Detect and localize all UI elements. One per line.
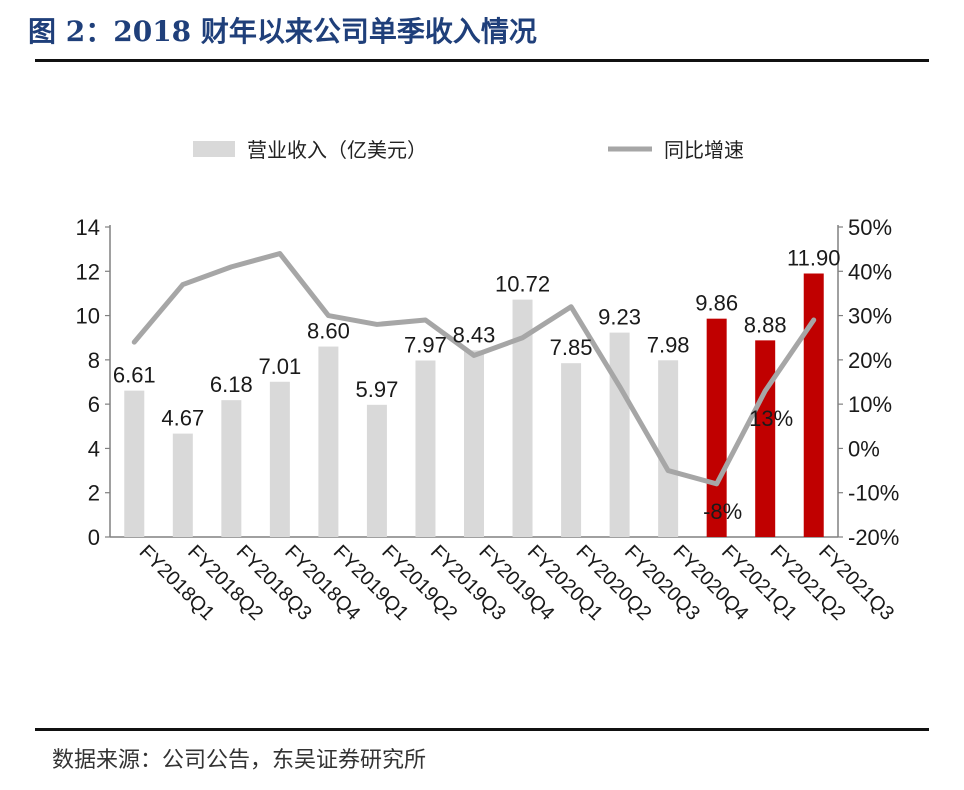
right-tick-label: 30% (848, 304, 892, 329)
bar (269, 381, 290, 537)
bar-value-label: 7.97 (404, 333, 447, 358)
left-tick-label: 10 (76, 304, 100, 329)
bar (366, 404, 387, 537)
bar (803, 273, 824, 537)
bar (124, 390, 145, 537)
right-tick-label: -20% (848, 525, 899, 550)
left-tick-label: 2 (88, 481, 100, 506)
left-tick-label: 0 (88, 525, 100, 550)
bar (464, 350, 484, 537)
bar-value-label: 8.60 (307, 319, 350, 344)
bar (172, 433, 193, 537)
growth-line (131, 251, 817, 487)
bar-value-label: 8.43 (453, 322, 496, 347)
left-tick-label: 12 (76, 259, 100, 284)
bar (415, 360, 436, 537)
right-tick-label: 10% (848, 392, 892, 417)
growth-value-label: 13% (749, 406, 793, 431)
bar-value-label: 7.98 (647, 332, 690, 357)
bar-value-label: 6.18 (210, 372, 253, 397)
legend-swatch-revenue (193, 141, 235, 157)
bar (221, 400, 242, 537)
bar-value-label: 7.85 (550, 335, 593, 360)
top-rule (35, 59, 929, 62)
right-tick-label: -10% (848, 481, 899, 506)
left-tick-label: 6 (88, 392, 100, 417)
bar-value-label: 4.67 (161, 406, 204, 431)
legend-label-growth: 同比增速 (664, 138, 744, 162)
bar-value-label: 6.61 (113, 363, 156, 388)
figure-title: 图 2：2018 财年以来公司单季收入情况 (28, 15, 537, 48)
growth-value-label: -8% (703, 499, 742, 524)
left-tick-label: 14 (76, 215, 100, 240)
source-note: 数据来源：公司公告，东吴证券研究所 (52, 748, 427, 773)
right-tick-label: 50% (848, 215, 892, 240)
bar-value-label: 7.01 (258, 354, 301, 379)
right-tick-label: 20% (848, 348, 892, 373)
bar-value-label: 8.88 (744, 312, 787, 337)
left-tick-label: 4 (88, 436, 100, 461)
bar (658, 360, 679, 537)
bar (512, 299, 533, 537)
bar-value-label: 9.23 (598, 305, 641, 330)
bar-value-label: 5.97 (356, 377, 399, 402)
bottom-rule (35, 728, 929, 731)
bar-value-label: 10.72 (495, 272, 550, 297)
legend: 营业收入（亿美元） 同比增速 (193, 138, 744, 162)
bar (318, 346, 339, 537)
bar-value-label: 11.90 (787, 246, 840, 271)
bar (755, 340, 776, 537)
bar (561, 363, 582, 537)
plot-area: 0 2 4 6 8 10 12 14 -20% -10% 0% 10% 20% 30% 40% 50% 6.61… (76, 215, 900, 625)
left-tick-label: 8 (88, 348, 100, 373)
bar-value-label: 9.86 (695, 291, 738, 316)
bar (609, 332, 630, 537)
right-tick-label: 0% (848, 436, 880, 461)
legend-label-revenue: 营业收入（亿美元） (247, 138, 427, 162)
right-tick-label: 40% (848, 259, 892, 284)
